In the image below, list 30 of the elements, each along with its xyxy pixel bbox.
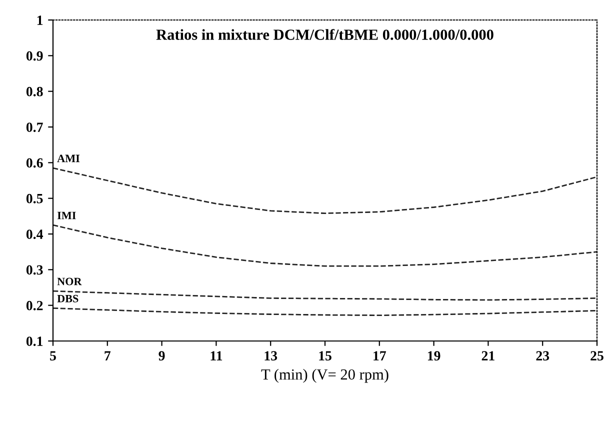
y-tick-label: 1 (37, 16, 43, 25)
x-tick-label: 7 (104, 351, 111, 360)
y-tick-label: 0.7 (26, 122, 43, 132)
line-series (53, 224, 597, 267)
series-label: IMI (57, 212, 76, 220)
x-tick-label: 5 (50, 351, 56, 360)
x-tick-label: 17 (374, 351, 386, 360)
x-tick-label: 15 (319, 351, 332, 360)
x-tick-label: 25 (590, 351, 604, 360)
x-tick-label: 13 (264, 351, 278, 360)
y-tick-label: 0.2 (26, 300, 43, 310)
x-axis-title: T (min) (V= 20 rpm) (261, 368, 388, 383)
x-tick-label: 23 (536, 351, 550, 360)
x-tick-label: 21 (482, 351, 494, 360)
series-label: DBS (57, 294, 78, 302)
y-tick-label: 0.6 (26, 158, 43, 168)
y-tick-label: 0.5 (26, 194, 43, 204)
y-tick-label: 0.4 (26, 230, 44, 240)
x-tick-label: 19 (428, 351, 440, 360)
line-series (53, 307, 597, 316)
y-tick-label: 0.3 (26, 265, 43, 275)
series-label: NOR (57, 278, 82, 286)
chart-title: Ratios in mixture DCM/Clf/tBME 0.000/1.000/0.000 (156, 28, 494, 40)
y-tick-label: 0.8 (26, 86, 43, 96)
line-series (53, 290, 597, 301)
y-tick-label: 0.9 (26, 51, 43, 61)
y-tick-label: 0.1 (26, 336, 43, 346)
x-tick-label: 9 (158, 351, 165, 360)
series-label: AMI (57, 154, 80, 162)
x-tick-label: 11 (210, 351, 222, 360)
